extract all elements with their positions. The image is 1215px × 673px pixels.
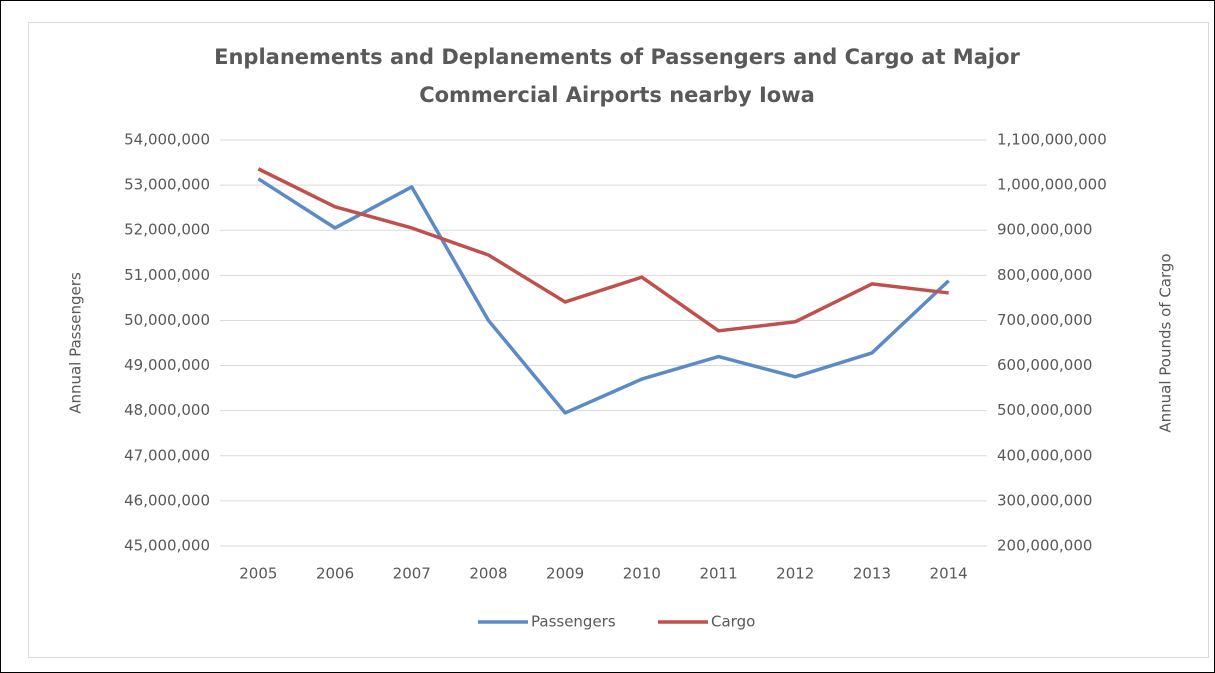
x-tick-label: 2008 bbox=[469, 565, 507, 583]
x-tick-label: 2012 bbox=[776, 565, 814, 583]
y-tick-label: 51,000,000 bbox=[124, 266, 210, 284]
y2-tick-label: 400,000,000 bbox=[997, 446, 1092, 464]
x-tick-label: 2013 bbox=[853, 565, 891, 583]
chart-title: Commercial Airports nearby Iowa bbox=[419, 83, 815, 107]
x-tick-label: 2014 bbox=[930, 565, 968, 583]
y-tick-label: 48,000,000 bbox=[124, 401, 210, 419]
y2-tick-label: 900,000,000 bbox=[997, 221, 1092, 239]
y2-tick-label: 300,000,000 bbox=[997, 491, 1092, 509]
y2-tick-label: 1,000,000,000 bbox=[997, 176, 1107, 194]
y2-tick-label: 800,000,000 bbox=[997, 266, 1092, 284]
y2-tick-label: 600,000,000 bbox=[997, 356, 1092, 374]
series-line bbox=[257, 167, 949, 333]
y2-tick-label: 1,100,000,000 bbox=[997, 131, 1107, 149]
y-tick-label: 53,000,000 bbox=[124, 176, 210, 194]
y-tick-label: 46,000,000 bbox=[124, 491, 210, 509]
x-tick-label: 2007 bbox=[393, 565, 431, 583]
series-line bbox=[257, 177, 950, 415]
y-tick-label: 45,000,000 bbox=[124, 537, 210, 555]
y2-tick-label: 200,000,000 bbox=[997, 537, 1092, 555]
x-tick-label: 2006 bbox=[316, 565, 354, 583]
y-axis-label: Annual Passengers bbox=[67, 272, 85, 414]
legend-label: Cargo bbox=[711, 613, 755, 631]
y-tick-label: 49,000,000 bbox=[124, 356, 210, 374]
y-tick-label: 50,000,000 bbox=[124, 311, 210, 329]
chart-area bbox=[28, 22, 1209, 658]
y-tick-label: 47,000,000 bbox=[124, 446, 210, 464]
y2-axis-label: Annual Pounds of Cargo bbox=[1157, 253, 1175, 432]
legend-label: Passengers bbox=[531, 613, 616, 631]
y-tick-label: 54,000,000 bbox=[124, 131, 210, 149]
x-tick-label: 2005 bbox=[239, 565, 277, 583]
chart-title: Enplanements and Deplanements of Passeng… bbox=[214, 45, 1020, 69]
x-tick-label: 2010 bbox=[623, 565, 661, 583]
x-tick-label: 2009 bbox=[546, 565, 584, 583]
y2-tick-label: 500,000,000 bbox=[997, 401, 1092, 419]
y2-tick-label: 700,000,000 bbox=[997, 311, 1092, 329]
y-tick-label: 52,000,000 bbox=[124, 221, 210, 239]
x-tick-label: 2011 bbox=[699, 565, 737, 583]
